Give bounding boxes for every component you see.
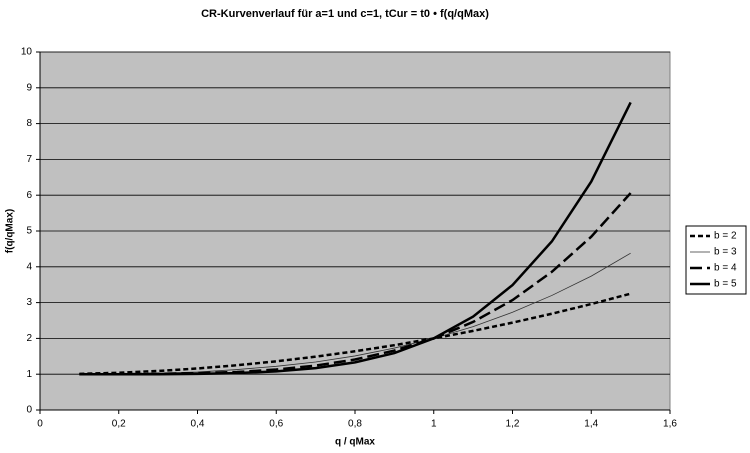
chart-title: CR-Kurvenverlauf für a=1 und c=1, tCur =… (201, 8, 489, 20)
legend-label: b = 5 (714, 279, 737, 290)
x-axis-label: q / qMax (335, 437, 375, 448)
x-tick-label: 0 (37, 419, 43, 430)
legend-label: b = 3 (714, 247, 737, 258)
legend-box (685, 225, 747, 295)
legend-label: b = 4 (714, 263, 737, 274)
x-tick-label: 0,6 (269, 419, 283, 430)
y-tick-label: 1 (26, 369, 32, 380)
y-axis-label: f(q/qMax) (5, 209, 16, 253)
y-tick-label: 5 (26, 226, 32, 237)
y-tick-label: 6 (26, 190, 32, 201)
x-tick-label: 1,6 (663, 419, 677, 430)
y-tick-label: 2 (26, 333, 32, 344)
x-tick-label: 1,4 (584, 419, 598, 430)
y-tick-label: 7 (26, 154, 32, 165)
x-tick-label: 0,4 (191, 419, 205, 430)
x-tick-label: 1 (431, 419, 437, 430)
y-tick-label: 0 (26, 405, 32, 416)
x-tick-label: 1,2 (506, 419, 520, 430)
y-tick-label: 10 (21, 47, 33, 58)
series-line (79, 292, 631, 376)
legend-label: b = 2 (714, 231, 737, 242)
series-line (79, 101, 632, 376)
y-tick-label: 4 (26, 261, 32, 272)
y-tick-label: 3 (26, 297, 32, 308)
y-tick-label: 9 (26, 82, 32, 93)
x-tick-label: 0,8 (348, 419, 362, 430)
y-tick-label: 8 (26, 118, 32, 129)
x-tick-label: 0,2 (112, 419, 126, 430)
